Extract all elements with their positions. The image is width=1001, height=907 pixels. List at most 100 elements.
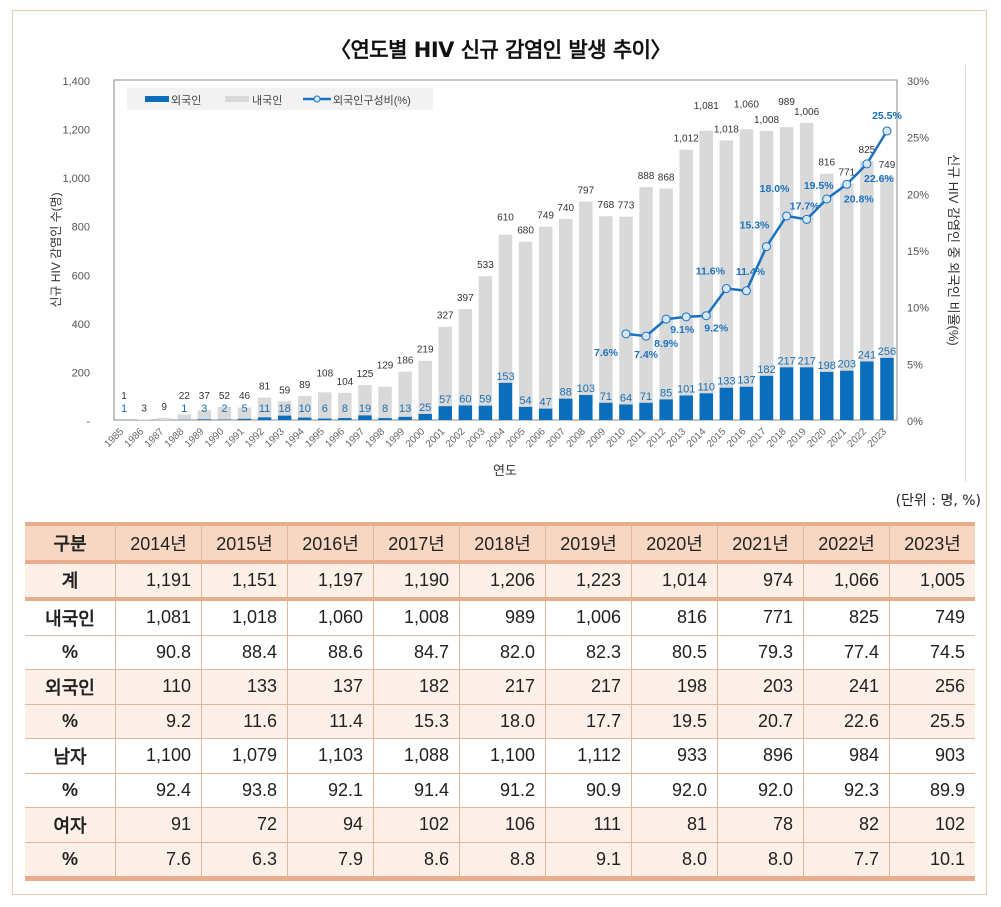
foreign-value-label: 101: [677, 383, 695, 395]
foreign-value-label: 256: [878, 346, 896, 358]
y-tick-label: -: [86, 416, 90, 428]
y2-tick-label: 15%: [907, 246, 929, 258]
foreign-value-label: 5: [241, 403, 247, 415]
ratio-value-label: 8.9%: [654, 338, 679, 350]
ratio-value-label: 11.6%: [696, 266, 726, 278]
x-tick-label: 1994: [283, 426, 307, 450]
foreign-value-label: 25: [419, 402, 431, 414]
domestic-value-label: 1,081: [694, 101, 719, 112]
domestic-value-label: 46: [239, 391, 251, 402]
foreign-bar: [679, 395, 693, 420]
foreign-bar: [799, 367, 814, 420]
legend-foreign-swatch: [145, 96, 169, 102]
x-tick-label: 2019: [785, 426, 809, 450]
table-cell: 106: [459, 807, 546, 843]
table-cell: 11.6: [201, 704, 288, 739]
ratio-value-label: 17.7%: [790, 200, 820, 212]
y-axis-title: 신규 HIV 감염인 수(명): [49, 192, 63, 307]
table-cell: 217: [545, 669, 632, 705]
y-tick-label: 1,000: [62, 173, 90, 185]
table-cell: 1,060: [287, 599, 374, 636]
domestic-value-label: 1,018: [714, 124, 739, 135]
table-row: 계 1,191 1,151 1,197 1,190 1,206 1,223 1,014 974 1…: [25, 561, 975, 601]
domestic-bar: [418, 360, 432, 414]
foreign-bar: [257, 417, 272, 420]
domestic-value-label: 610: [497, 213, 514, 224]
domestic-bar: [719, 140, 734, 388]
table-cell: 102: [889, 807, 975, 843]
y2-tick-label: 10%: [907, 303, 929, 315]
column-header: 2020년: [631, 522, 718, 564]
foreign-value-label: 198: [818, 360, 836, 372]
ratio-value-label: 7.6%: [594, 347, 619, 359]
domestic-value-label: 219: [417, 345, 434, 356]
domestic-bar: [318, 392, 332, 419]
column-header: 2016년: [287, 522, 374, 564]
foreign-value-label: 241: [858, 349, 876, 361]
domestic-value-label: 327: [437, 311, 454, 322]
domestic-bar: [398, 371, 412, 417]
y2-tick-label: 5%: [907, 359, 923, 371]
table-cell: 84.7: [373, 635, 460, 670]
table-cell: 1,100: [115, 738, 202, 774]
table-row: % 90.8 88.4 88.6 84.7 82.0 82.3 80.5 79.3 77.4 74.…: [25, 635, 975, 670]
domestic-value-label: 888: [638, 171, 655, 182]
foreign-value-label: 153: [496, 371, 514, 383]
foreign-bar: [478, 405, 493, 420]
table-cell: 133: [201, 669, 288, 705]
table-cell: 1,008: [373, 599, 460, 636]
foreign-value-label: 59: [479, 394, 491, 406]
domestic-value-label: 108: [316, 368, 333, 379]
foreign-bar: [639, 402, 653, 420]
table-header-row: 구분 2014년 2015년 2016년 2017년 2018년 2019년 2020년 202…: [25, 522, 975, 564]
domestic-value-label: 89: [299, 380, 311, 391]
domestic-value-label: 1: [121, 391, 127, 402]
domestic-value-label: 816: [818, 158, 835, 169]
x-axis-title: 연도: [493, 463, 517, 478]
table-cell: 15.3: [373, 704, 460, 739]
foreign-value-label: 137: [737, 375, 755, 387]
domestic-bar: [157, 417, 171, 420]
table-cell: 102: [373, 807, 460, 843]
domestic-value-label: 59: [279, 385, 291, 396]
table-row: % 9.2 11.6 11.4 15.3 18.0 17.7 19.5 20.7 22.6 25.5: [25, 704, 975, 739]
ratio-value-label: 20.8%: [844, 193, 874, 205]
foreign-bar: [699, 393, 714, 420]
table-cell: 8.0: [631, 842, 718, 881]
x-tick-label: 2015: [705, 426, 729, 450]
foreign-bar: [237, 418, 252, 420]
domestic-value-label: 1,006: [794, 107, 819, 118]
foreign-value-label: 10: [299, 403, 311, 415]
domestic-bar: [619, 216, 633, 405]
y2-tick-label: 25%: [907, 133, 929, 145]
foreign-value-label: 19: [359, 403, 371, 415]
legend-domestic-swatch: [225, 96, 249, 102]
table-cell: 74.5: [889, 635, 975, 670]
table-cell: 816: [631, 599, 718, 636]
table-cell: 6.3: [201, 842, 288, 881]
x-tick-label: 2004: [484, 426, 508, 450]
foreign-bar: [599, 402, 613, 420]
row-label: 계: [25, 561, 116, 601]
x-tick-label: 1989: [183, 426, 207, 450]
foreign-value-label: 85: [660, 387, 672, 399]
domestic-bar: [659, 188, 673, 400]
table-cell: 984: [803, 738, 890, 774]
table-cell: 88.4: [201, 635, 288, 670]
x-tick-label: 1985: [103, 426, 127, 450]
foreign-bar: [759, 375, 774, 420]
table-cell: 1,112: [545, 738, 632, 774]
domestic-bar: [257, 397, 272, 418]
table-cell: 9.2: [115, 704, 202, 739]
foreign-value-label: 3: [201, 403, 207, 415]
row-label: %: [25, 704, 116, 739]
table-cell: 91.2: [459, 773, 546, 808]
row-label: %: [25, 635, 116, 670]
foreign-value-label: 47: [540, 397, 552, 409]
legend-domestic-label: 내국인: [252, 94, 282, 107]
row-label: %: [25, 773, 116, 808]
x-tick-label: 2023: [866, 426, 890, 450]
domestic-value-label: 989: [778, 97, 795, 108]
table-cell: 94: [287, 807, 374, 843]
foreign-bar: [538, 408, 553, 420]
